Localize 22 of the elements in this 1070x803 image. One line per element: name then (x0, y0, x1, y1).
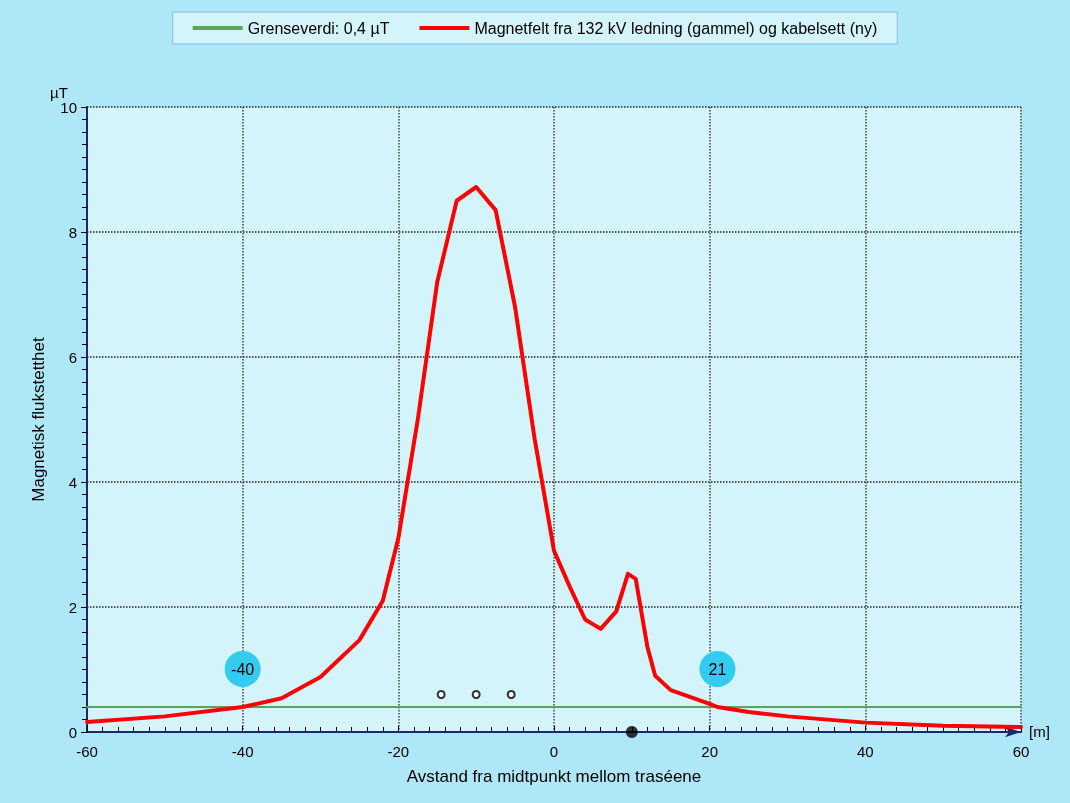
x-tick-label: -60 (76, 743, 98, 760)
x-tick-label: -20 (387, 743, 410, 760)
y-tick-label: 8 (68, 223, 77, 241)
y-tick-label: 4 (68, 473, 77, 491)
y-tick-label: 6 (68, 348, 77, 366)
y-axis-title: Magnetisk flukstetthet (29, 337, 48, 502)
annotation: 21 (708, 660, 727, 678)
x-tick-label: 40 (856, 743, 874, 760)
y-tick-label: 10 (60, 98, 77, 116)
text: [m] (1029, 723, 1050, 740)
x-tick-label: 20 (701, 743, 719, 760)
x-tick-label: 0 (549, 743, 559, 760)
y-tick-label: 0 (68, 723, 77, 741)
x-tick-label: -40 (231, 743, 254, 760)
x-axis-title: Avstand fra midtpunkt mellom traséene (406, 767, 702, 786)
line-series (85, 185, 1023, 729)
y-tick-label: 2 (68, 598, 77, 616)
annotation: -40 (231, 660, 255, 678)
text: µT (50, 84, 68, 101)
legend-label: Magnetfelt fra 132 kV ledning (gammel) og kabelsett (ny) (474, 19, 878, 37)
x-tick-label: 60 (1012, 743, 1030, 760)
legend-label: Grenseverdi: 0,4 µT (247, 19, 390, 37)
